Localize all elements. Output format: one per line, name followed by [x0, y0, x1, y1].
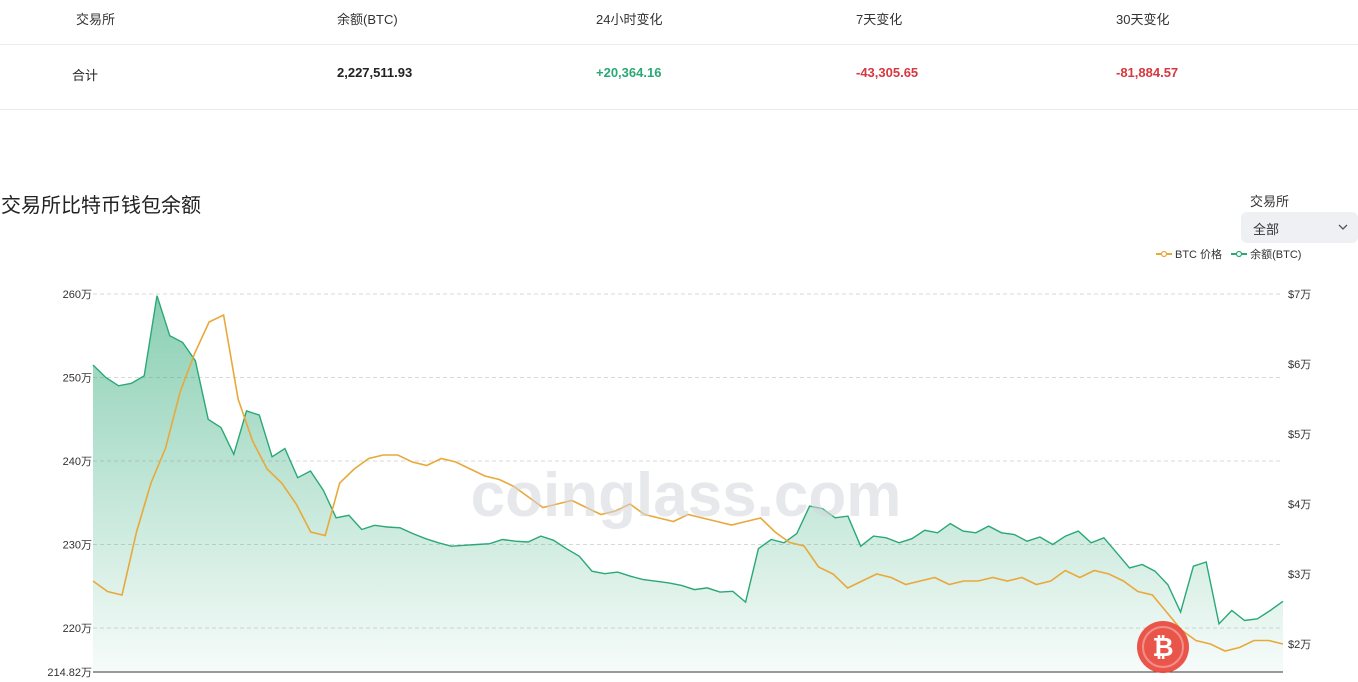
legend-item-balance[interactable]: 余额(BTC): [1231, 246, 1301, 262]
header-change-24h[interactable]: 24小时变化: [596, 12, 663, 27]
legend-price-label: BTC 价格: [1175, 249, 1223, 261]
table-row-total: 合计 2,227,511.93 +20,364.16 -43,305.65 -8…: [0, 44, 1358, 110]
y-left-tick-label: 250万: [63, 373, 92, 385]
chevron-down-icon: [1338, 224, 1348, 230]
legend-price-marker: [1156, 250, 1172, 258]
exchange-select[interactable]: 全部: [1241, 212, 1358, 243]
header-balance[interactable]: 余额(BTC): [337, 12, 398, 27]
price-line[interactable]: [92, 313, 1284, 652]
legend-balance-label: 余额(BTC): [1250, 249, 1302, 261]
y-right-tick-label: $7万: [1288, 289, 1311, 301]
y-left-tick-label: 220万: [63, 623, 92, 635]
balance-area: [93, 295, 1283, 672]
y-left-tick-label: 230万: [63, 540, 92, 552]
chart-legend: BTC 价格 余额(BTC): [1156, 246, 1307, 262]
y-left-tick-label: 240万: [63, 456, 92, 468]
svg-text:₿: ₿: [1152, 632, 1173, 662]
header-change-7d[interactable]: 7天变化: [856, 12, 903, 27]
y-right-tick-label: $5万: [1288, 429, 1311, 441]
y-right-tick-label: $3万: [1288, 569, 1311, 581]
summary-table: 交易所 余额(BTC) 24小时变化 7天变化 30天变化 合计 2,227,5…: [0, 0, 1358, 110]
exchange-filter-label: 交易所: [1250, 194, 1290, 209]
chart-title: 交易所比特币钱包余额: [1, 195, 201, 217]
watermark: coinglass.com: [471, 461, 902, 530]
balance-price-chart: coinglass.com ₿ 260万 250万 240万 230万 220万 214.…: [47, 289, 1311, 679]
y-right-tick-label: $6万: [1288, 359, 1311, 371]
total-change-24h: +20,364.16: [596, 65, 662, 80]
y-right-tick-label: $4万: [1288, 499, 1311, 511]
y-left-tick-label: 260万: [63, 289, 92, 301]
balance-line[interactable]: [92, 295, 1284, 626]
exchange-select-value: 全部: [1253, 222, 1280, 237]
total-change-7d: -43,305.65: [856, 65, 919, 80]
total-label: 合计: [72, 68, 99, 83]
total-balance: 2,227,511.93: [337, 65, 413, 80]
total-change-30d: -81,884.57: [1116, 65, 1179, 80]
legend-item-price[interactable]: BTC 价格: [1156, 246, 1222, 262]
header-change-30d[interactable]: 30天变化: [1116, 12, 1170, 27]
header-exchange[interactable]: 交易所: [76, 12, 116, 27]
legend-balance-marker: [1231, 250, 1248, 258]
table-header-row: 交易所 余额(BTC) 24小时变化 7天变化 30天变化: [0, 0, 1358, 45]
bitcoin-logo-icon: ₿: [1137, 621, 1189, 673]
y-left-min-label: 214.82万: [47, 667, 92, 679]
y-right-tick-label: $2万: [1288, 639, 1311, 651]
